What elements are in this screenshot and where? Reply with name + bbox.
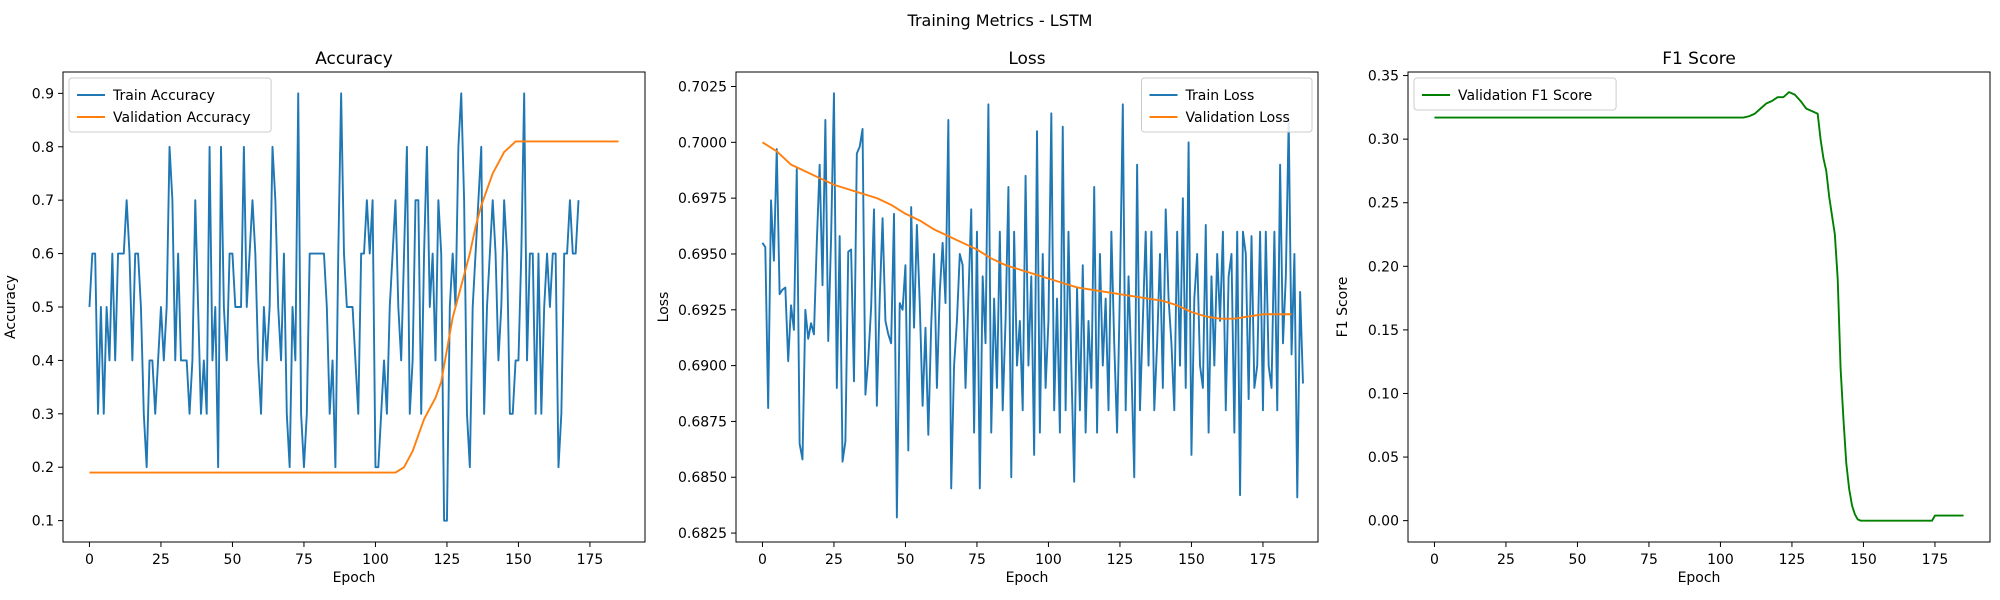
f1-score-y-axis-label: F1 Score [1335, 277, 1351, 338]
x-tick-label: 175 [1922, 552, 1949, 568]
x-tick-label: 25 [152, 552, 170, 568]
y-tick-label: 0.8 [32, 140, 54, 156]
x-tick-label: 0 [758, 552, 767, 568]
y-tick-label: 0.6950 [678, 247, 727, 263]
accuracy-legend: Train Accuracy Validation Accuracy [68, 77, 272, 133]
y-tick-label: 0.6 [32, 247, 54, 263]
legend-label-validation-f1-score: Validation F1 Score [1458, 88, 1592, 104]
legend-label-train-accuracy: Train Accuracy [112, 88, 215, 104]
f1-score-plot-frame [1407, 71, 1991, 543]
x-tick-label: 125 [1779, 552, 1806, 568]
y-tick-label: 0.4 [32, 353, 54, 369]
legend-label-validation-loss: Validation Loss [1186, 110, 1290, 126]
x-tick-label: 175 [577, 552, 604, 568]
x-tick-label: 50 [224, 552, 242, 568]
loss-title: Loss [1008, 49, 1045, 69]
y-tick-label: 0.2 [32, 460, 54, 476]
x-tick-label: 150 [505, 552, 532, 568]
y-tick-label: 0.9 [32, 86, 54, 102]
loss-chart: Loss 0 25 50 75 100 125 150 175 0.6825 0.6850 0.687… [656, 49, 1319, 586]
x-tick-label: 100 [362, 552, 389, 568]
y-tick-label: 0.7000 [678, 135, 727, 151]
y-tick-label: 0.10 [1368, 386, 1399, 402]
legend-label-train-loss: Train Loss [1185, 88, 1255, 104]
y-tick-label: 0.5 [32, 300, 54, 316]
y-tick-label: 0.25 [1368, 196, 1399, 212]
loss-legend: Train Loss Validation Loss [1141, 77, 1313, 133]
x-tick-label: 0 [85, 552, 94, 568]
y-tick-label: 0.30 [1368, 132, 1399, 148]
y-tick-label: 0.3 [32, 407, 54, 423]
y-tick-label: 0.7025 [678, 80, 727, 96]
x-tick-label: 150 [1178, 552, 1205, 568]
y-tick-label: 0.20 [1368, 259, 1399, 275]
x-tick-label: 25 [1497, 552, 1515, 568]
loss-plot-frame [735, 71, 1319, 543]
series-line-train-accuracy [88, 92, 580, 522]
y-tick-label: 0.6825 [678, 526, 727, 542]
y-tick-label: 0.6975 [678, 191, 727, 207]
legend-box [1413, 77, 1617, 111]
x-tick-label: 150 [1850, 552, 1877, 568]
x-tick-label: 50 [1569, 552, 1587, 568]
x-tick-label: 100 [1707, 552, 1734, 568]
accuracy-y-axis-label: Accuracy [3, 275, 19, 339]
y-tick-label: 0.35 [1368, 69, 1399, 85]
legend-box [1141, 77, 1313, 133]
x-tick-label: 50 [897, 552, 915, 568]
x-tick-label: 100 [1035, 552, 1062, 568]
y-tick-label: 0.05 [1368, 450, 1399, 466]
series-line-validation-accuracy [89, 140, 619, 474]
charts-container: Accuracy 0 25 50 75 100 125 150 175 0.1 0.2 0.3 0.4 0… [3, 49, 1991, 586]
y-tick-label: 0.6925 [678, 303, 727, 319]
y-tick-label: 0.6875 [678, 414, 727, 430]
y-tick-label: 0.6900 [678, 359, 727, 375]
figure-title: Training Metrics - LSTM [907, 11, 1093, 30]
x-tick-label: 175 [1250, 552, 1277, 568]
x-tick-label: 25 [825, 552, 843, 568]
y-tick-label: 0.1 [32, 514, 54, 530]
x-tick-label: 75 [968, 552, 986, 568]
x-tick-label: 125 [1107, 552, 1134, 568]
series-line-validation-loss [761, 141, 1292, 320]
accuracy-chart: Accuracy 0 25 50 75 100 125 150 175 0.1 0.2 0.3 0.4 0… [3, 49, 646, 586]
accuracy-title: Accuracy [315, 49, 393, 69]
x-tick-label: 75 [1640, 552, 1658, 568]
accuracy-x-axis-label: Epoch [333, 570, 376, 586]
loss-y-axis-label: Loss [656, 292, 672, 323]
x-tick-label: 75 [295, 552, 313, 568]
y-tick-label: 0.00 [1368, 514, 1399, 530]
series-line-validation-f1-score [1434, 91, 1964, 522]
y-tick-label: 0.7 [32, 193, 54, 209]
y-tick-label: 0.15 [1368, 323, 1399, 339]
f1-score-x-axis-label: Epoch [1678, 570, 1721, 586]
x-tick-label: 125 [434, 552, 461, 568]
loss-x-axis-label: Epoch [1006, 570, 1049, 586]
legend-box [68, 77, 272, 133]
series-line-train-loss [761, 92, 1304, 519]
f1-score-title: F1 Score [1662, 49, 1736, 69]
y-tick-label: 0.6850 [678, 470, 727, 486]
legend-label-validation-accuracy: Validation Accuracy [113, 110, 251, 126]
f1-score-chart: F1 Score 0 25 50 75 100 125 150 175 0.00 0.05 0.10 0… [1335, 49, 1991, 586]
f1-score-legend: Validation F1 Score [1413, 77, 1617, 111]
x-tick-label: 0 [1430, 552, 1439, 568]
